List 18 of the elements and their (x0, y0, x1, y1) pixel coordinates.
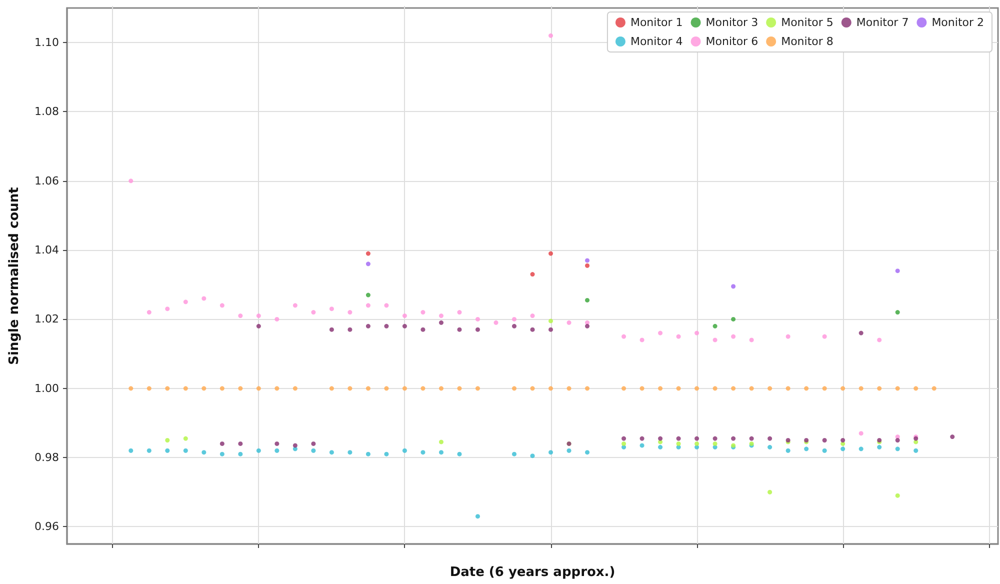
y-tick-label: 0.98 (34, 451, 59, 464)
y-tick-label: 1.10 (34, 36, 59, 50)
legend-label: Monitor 2 (932, 16, 984, 29)
y-tick-label: 0.96 (34, 520, 59, 534)
y-tick-label: 1.00 (34, 382, 59, 395)
legend-label: Monitor 1 (630, 16, 683, 29)
legend-label: Monitor 5 (781, 16, 834, 29)
legend-label: Monitor 8 (781, 35, 834, 48)
legend-label: Monitor 7 (856, 16, 909, 29)
y-tick-label: 1.06 (34, 174, 59, 188)
y-tick-label: 1.08 (34, 105, 59, 118)
legend-label: Monitor 4 (630, 35, 683, 48)
legend-label: Monitor 6 (706, 35, 758, 48)
y-tick-label: 1.02 (34, 312, 59, 326)
y-tick-label: 1.04 (34, 244, 59, 257)
y-axis-title: Single normalised count (7, 187, 22, 365)
x-axis-title: Date (6 years approx.) (450, 565, 616, 580)
legend-label: Monitor 3 (706, 16, 758, 29)
